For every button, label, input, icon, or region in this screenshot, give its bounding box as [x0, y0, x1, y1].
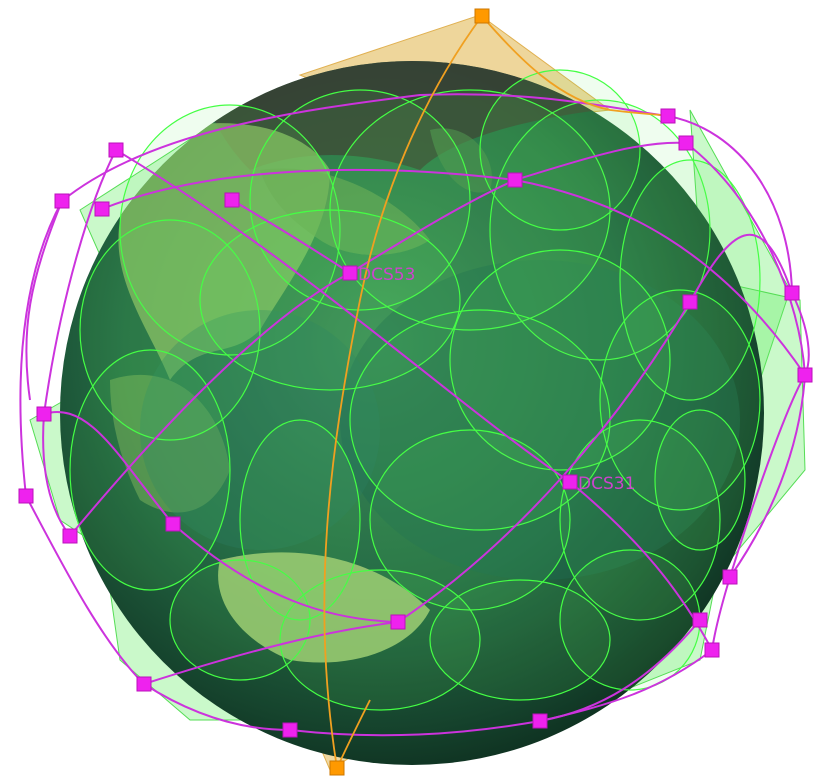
- satellite-marker[interactable]: [784, 285, 800, 301]
- satellite-label-dcs31: DCS31: [578, 474, 635, 494]
- satellite-marker[interactable]: [136, 676, 152, 692]
- orbit-track: [539, 619, 701, 722]
- polar-satellites: [329, 8, 490, 776]
- satellite-marker[interactable]: [165, 516, 181, 532]
- satellite-marker[interactable]: [18, 488, 34, 504]
- orbit-track: [143, 233, 793, 685]
- satellite-marker[interactable]: [282, 722, 298, 738]
- satellite-marker[interactable]: [62, 528, 78, 544]
- polar-satellite-marker[interactable]: [329, 760, 345, 776]
- orbit-track: [172, 523, 399, 623]
- orbit-track: [729, 374, 806, 578]
- satellite-marker[interactable]: [678, 135, 694, 151]
- satellite-marker[interactable]: [682, 294, 698, 310]
- orbit-track: [19, 200, 63, 497]
- satellite-marker[interactable]: [660, 108, 676, 124]
- satellite-marker[interactable]: [390, 614, 406, 630]
- satellite-marker[interactable]: [532, 713, 548, 729]
- polar-orbit-track: [336, 699, 371, 769]
- polar-orbit-track: [323, 15, 483, 769]
- satellite-marker[interactable]: [507, 172, 523, 188]
- satellite-label-dcs53: DCS53: [358, 265, 415, 285]
- orbit-track: [115, 149, 713, 651]
- satellite-marker[interactable]: [94, 201, 110, 217]
- orbit-tracks: [19, 93, 810, 737]
- satellite-marker[interactable]: [704, 642, 720, 658]
- satellites: [18, 108, 813, 738]
- orbit-track: [43, 411, 174, 525]
- satellite-marker[interactable]: [54, 193, 70, 209]
- satellite-marker[interactable]: [722, 569, 738, 585]
- orbit-track: [25, 200, 63, 401]
- orbit-track: [69, 141, 687, 537]
- polar-satellite-marker[interactable]: [474, 8, 490, 24]
- satellite-marker[interactable]: [797, 367, 813, 383]
- satellite-marker-dcs53[interactable]: [342, 265, 358, 281]
- satellite-marker[interactable]: [108, 142, 124, 158]
- satellite-marker-dcs31[interactable]: [562, 474, 578, 490]
- satellite-marker[interactable]: [36, 406, 52, 422]
- orbit-track: [42, 149, 117, 537]
- satellite-marker[interactable]: [224, 192, 240, 208]
- satellite-marker[interactable]: [692, 612, 708, 628]
- orbit-track: [685, 142, 806, 376]
- coverage-footprints: [69, 69, 761, 711]
- orbit-track: [61, 93, 810, 651]
